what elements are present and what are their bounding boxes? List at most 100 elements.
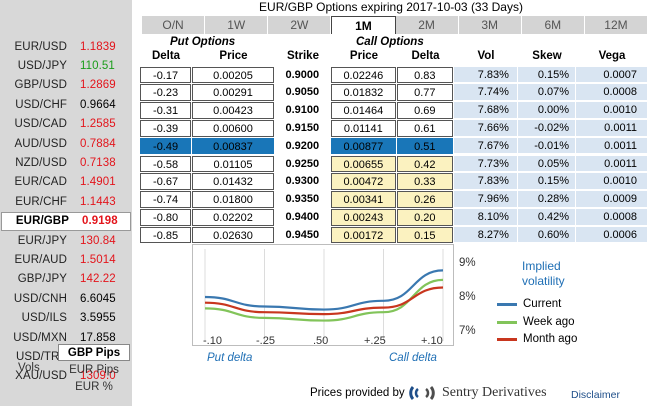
call-delta-cell[interactable]: 0.20 bbox=[396, 208, 453, 226]
call-delta-cell[interactable]: 0.26 bbox=[396, 191, 453, 208]
vol-cell: 7.67% bbox=[453, 137, 517, 155]
call-price-cell[interactable]: 0.01141 bbox=[330, 119, 396, 137]
put-price-cell[interactable]: 0.00291 bbox=[192, 84, 274, 101]
pair-rate: 0.9198 bbox=[82, 215, 118, 228]
unit-eur-percent-button[interactable]: EUR % bbox=[75, 381, 113, 393]
disclaimer-link[interactable]: Disclaimer bbox=[571, 389, 621, 401]
vega-cell: 0.0011 bbox=[576, 119, 647, 137]
currency-pair-eur-aud[interactable]: EUR/AUD 1.5014 bbox=[0, 250, 132, 269]
put-delta-cell[interactable]: -0.39 bbox=[140, 119, 192, 137]
vega-cell: 0.0006 bbox=[576, 226, 647, 244]
put-price-cell[interactable]: 0.01800 bbox=[192, 191, 274, 208]
put-delta-cell[interactable]: -0.49 bbox=[140, 137, 192, 155]
currency-pair-usd-cad[interactable]: USD/CAD 1.2585 bbox=[0, 115, 132, 134]
put-price-cell[interactable]: 0.02202 bbox=[192, 208, 274, 226]
put-delta-cell[interactable]: -0.58 bbox=[140, 155, 192, 173]
strike-cell: 0.9250 bbox=[285, 157, 320, 170]
column-header-call-price: Price bbox=[349, 50, 379, 62]
currency-pair-usd-ils[interactable]: USD/ILS 3.5955 bbox=[0, 308, 132, 327]
pair-name: EUR/USD bbox=[14, 40, 67, 53]
brand-name[interactable]: Sentry Derivatives bbox=[442, 385, 547, 400]
skew-cell: -0.01% bbox=[517, 137, 576, 155]
call-delta-cell[interactable]: 0.61 bbox=[396, 119, 453, 137]
put-delta-cell[interactable]: -0.23 bbox=[140, 84, 192, 101]
sentry-logo-icon[interactable] bbox=[407, 383, 437, 403]
call-price-cell[interactable]: 0.01464 bbox=[330, 102, 396, 119]
currency-pair-eur-gbp[interactable]: EUR/GBP 0.9198 bbox=[1, 211, 131, 231]
call-delta-cell[interactable]: 0.77 bbox=[396, 84, 453, 101]
x-tick-label: +.25 bbox=[364, 335, 386, 347]
call-delta-cell[interactable]: 0.42 bbox=[396, 155, 453, 173]
tab-1m[interactable]: 1M bbox=[331, 16, 396, 34]
call-delta-cell[interactable]: 0.33 bbox=[396, 173, 453, 190]
tab-1w[interactable]: 1W bbox=[205, 16, 269, 34]
pair-name: USD/MXN bbox=[13, 331, 67, 344]
currency-pair-eur-usd[interactable]: EUR/USD 1.1839 bbox=[0, 37, 132, 56]
put-price-cell[interactable]: 0.00837 bbox=[192, 137, 274, 155]
put-price-cell[interactable]: 0.00205 bbox=[192, 66, 274, 84]
call-delta-cell[interactable]: 0.15 bbox=[396, 226, 453, 244]
put-price-cell[interactable]: 0.02630 bbox=[192, 226, 274, 244]
put-delta-cell[interactable]: -0.67 bbox=[140, 173, 192, 190]
strike-cell: 0.9300 bbox=[285, 175, 320, 188]
call-price-cell[interactable]: 0.02246 bbox=[330, 66, 396, 84]
put-price-cell[interactable]: 0.00423 bbox=[192, 102, 274, 119]
put-delta-cell[interactable]: -0.74 bbox=[140, 191, 192, 208]
currency-pair-usd-mxn[interactable]: USD/MXN 17.858 bbox=[0, 328, 132, 347]
call-price-cell[interactable]: 0.00655 bbox=[330, 155, 396, 173]
currency-pair-eur-chf[interactable]: EUR/CHF 1.1443 bbox=[0, 192, 132, 211]
currency-pair-usd-jpy[interactable]: USD/JPY 110.51 bbox=[0, 56, 132, 75]
currency-pair-gbp-jpy[interactable]: GBP/JPY 142.22 bbox=[0, 270, 132, 289]
call-price-cell[interactable]: 0.01832 bbox=[330, 84, 396, 101]
skew-cell: 0.60% bbox=[517, 226, 576, 244]
tab-12m[interactable]: 12M bbox=[584, 16, 648, 34]
vega-cell: 0.0011 bbox=[576, 137, 647, 155]
call-price-cell[interactable]: 0.00341 bbox=[330, 191, 396, 208]
tab-2m[interactable]: 2M bbox=[395, 16, 459, 34]
call-delta-cell[interactable]: 0.69 bbox=[396, 102, 453, 119]
put-price-cell[interactable]: 0.01432 bbox=[192, 173, 274, 190]
put-delta-cell[interactable]: -0.80 bbox=[140, 208, 192, 226]
vega-cell: 0.0011 bbox=[576, 155, 647, 173]
put-price-cell[interactable]: 0.00600 bbox=[192, 119, 274, 137]
currency-pair-xau-usd[interactable]: XAU/USD 1309.0 bbox=[0, 367, 132, 386]
currency-pair-aud-usd[interactable]: AUD/USD 0.7884 bbox=[0, 134, 132, 153]
unit-eur-pips-button[interactable]: EUR Pips bbox=[69, 364, 119, 376]
tab-3m[interactable]: 3M bbox=[458, 16, 522, 34]
table-row: -0.58 0.01105 0.9250 0.00655 0.42 7.73% 0.05% 0… bbox=[140, 155, 648, 173]
call-price-cell[interactable]: 0.00243 bbox=[330, 208, 396, 226]
put-delta-cell[interactable]: -0.17 bbox=[140, 66, 192, 84]
vol-cell: 7.73% bbox=[453, 155, 517, 173]
call-price-cell[interactable]: 0.00472 bbox=[330, 173, 396, 190]
skew-cell: 0.07% bbox=[517, 84, 576, 101]
currency-pair-usd-chf[interactable]: USD/CHF 0.9664 bbox=[0, 95, 132, 114]
currency-pair-eur-jpy[interactable]: EUR/JPY 130.84 bbox=[0, 231, 132, 250]
vega-cell: 0.0009 bbox=[576, 191, 647, 208]
pair-name: GBP/JPY bbox=[17, 273, 67, 286]
pair-rate: 6.6045 bbox=[80, 292, 116, 305]
pair-rate: 0.9664 bbox=[80, 98, 116, 111]
table-row: -0.39 0.00600 0.9150 0.01141 0.61 7.66% -0.02%… bbox=[140, 119, 648, 137]
currency-pair-eur-cad[interactable]: EUR/CAD 1.4901 bbox=[0, 173, 132, 192]
vega-cell: 0.0008 bbox=[576, 208, 647, 226]
call-delta-cell[interactable]: 0.83 bbox=[396, 66, 453, 84]
call-price-cell[interactable]: 0.00172 bbox=[330, 226, 396, 244]
tab-on[interactable]: O/N bbox=[142, 16, 206, 34]
put-price-cell[interactable]: 0.01105 bbox=[192, 155, 274, 173]
put-delta-cell[interactable]: -0.31 bbox=[140, 102, 192, 119]
call-price-cell[interactable]: 0.00877 bbox=[330, 137, 396, 155]
currency-pair-nzd-usd[interactable]: NZD/USD 0.7138 bbox=[0, 153, 132, 172]
currency-sidebar: EUR/USD 1.1839 USD/JPY 110.51 GBP/USD 1.2869 U… bbox=[0, 0, 132, 406]
pair-rate: 142.22 bbox=[80, 273, 116, 286]
currency-pair-gbp-usd[interactable]: GBP/USD 1.2869 bbox=[0, 76, 132, 95]
expiry-tabs: O/N 1W 2W 1M 2M 3M 6M 12M bbox=[142, 16, 648, 34]
call-delta-cell[interactable]: 0.51 bbox=[396, 137, 453, 155]
skew-cell: 0.15% bbox=[517, 173, 576, 190]
table-row: -0.49 0.00837 0.9200 0.00877 0.51 7.67% -0.01%… bbox=[140, 137, 648, 155]
tab-2w[interactable]: 2W bbox=[268, 16, 332, 34]
pair-name: USD/TRY bbox=[16, 350, 67, 363]
currency-pair-usd-cnh[interactable]: USD/CNH 6.6045 bbox=[0, 289, 132, 308]
tab-6m[interactable]: 6M bbox=[521, 16, 585, 34]
unit-gbp-pips-button[interactable]: GBP Pips bbox=[58, 344, 130, 361]
put-delta-cell[interactable]: -0.85 bbox=[140, 226, 192, 244]
